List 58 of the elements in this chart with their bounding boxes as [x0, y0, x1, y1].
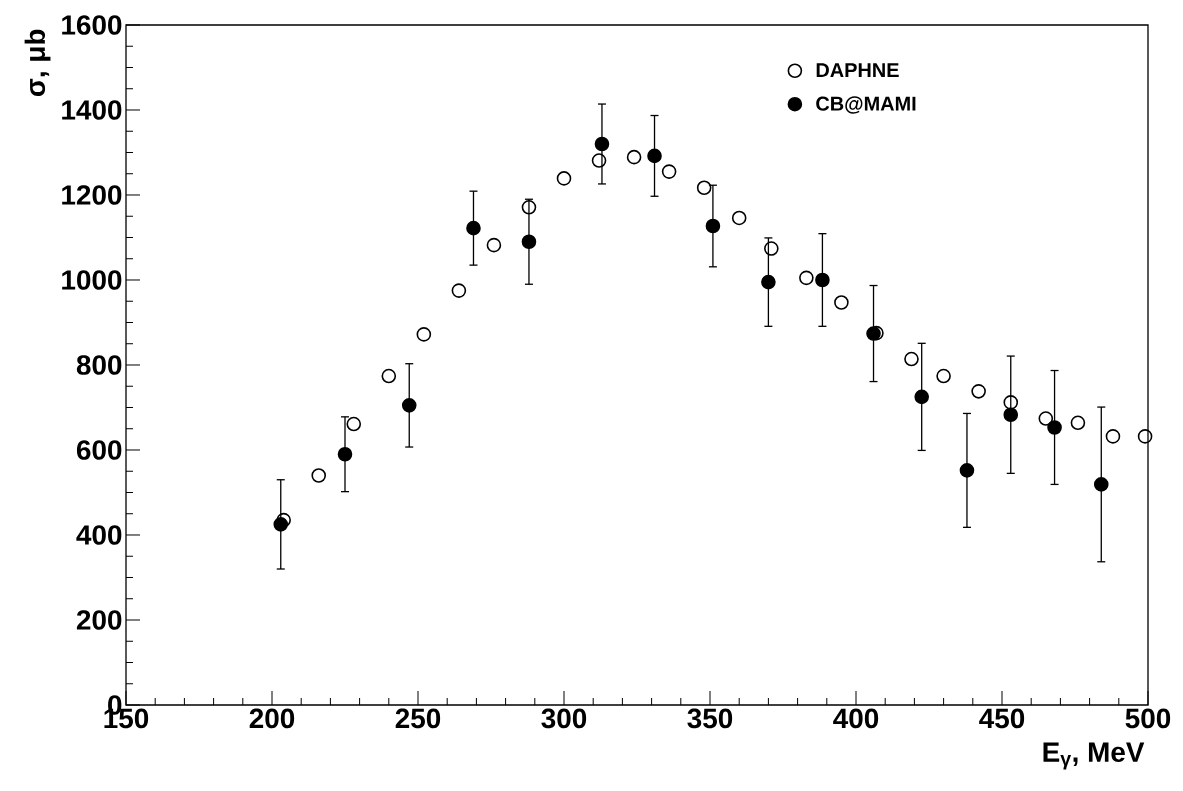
- point: [799, 270, 814, 286]
- legend-label: CB@MAMI: [816, 96, 916, 114]
- point: [1003, 395, 1019, 410]
- point: [815, 272, 830, 288]
- point: [276, 512, 291, 528]
- point: [661, 164, 677, 179]
- point: [337, 446, 353, 462]
- point: [1038, 411, 1054, 426]
- x-tick-label: 400: [833, 708, 879, 729]
- x-tick-label: 500: [1125, 708, 1171, 729]
- y-tick-label: 1400: [62, 100, 122, 120]
- y-tick-label: 800: [76, 355, 122, 375]
- point: [731, 210, 747, 226]
- point: [451, 283, 467, 298]
- point: [626, 149, 642, 165]
- x-tick-label: 200: [249, 708, 295, 729]
- y-tick-label: 200: [76, 610, 122, 630]
- point: [486, 237, 502, 253]
- y-tick-label: 1600: [62, 15, 122, 35]
- y-tick-label: 1200: [62, 185, 122, 205]
- legend-label: DAPHNE: [816, 63, 899, 77]
- x-tick-label: 350: [687, 708, 733, 729]
- point: [311, 468, 327, 483]
- point: [914, 389, 929, 405]
- point: [1070, 415, 1086, 431]
- x-axis-title: E$_{γ}$, MeV: [1043, 742, 1145, 770]
- point: [594, 136, 610, 152]
- point: [761, 274, 776, 290]
- point: [936, 368, 951, 384]
- point: [521, 234, 537, 250]
- y-tick-label: 600: [76, 440, 122, 460]
- point: [521, 200, 537, 215]
- x-tick-label: 250: [395, 708, 441, 729]
- point: [273, 517, 289, 532]
- point: [705, 218, 721, 234]
- point: [381, 368, 397, 384]
- point: [1093, 477, 1109, 492]
- point: [647, 148, 662, 164]
- y-tick-label: 400: [76, 525, 122, 545]
- x-tick-label: 450: [979, 708, 1025, 729]
- point: [959, 463, 975, 478]
- point: [466, 220, 481, 236]
- point: [1105, 429, 1121, 444]
- point: [764, 241, 779, 256]
- y-tick-label: 1000: [62, 270, 122, 290]
- point: [591, 153, 607, 168]
- point: [1047, 420, 1062, 435]
- point: [346, 416, 362, 432]
- point: [556, 171, 572, 186]
- x-tick-label: 300: [541, 708, 587, 729]
- y-axis-title: σ, μb: [24, 29, 51, 97]
- point: [416, 327, 432, 342]
- point: [401, 398, 417, 413]
- point: [834, 295, 849, 310]
- point: [904, 351, 919, 367]
- point: [1137, 429, 1153, 444]
- point: [971, 384, 986, 399]
- point: [1003, 407, 1019, 423]
